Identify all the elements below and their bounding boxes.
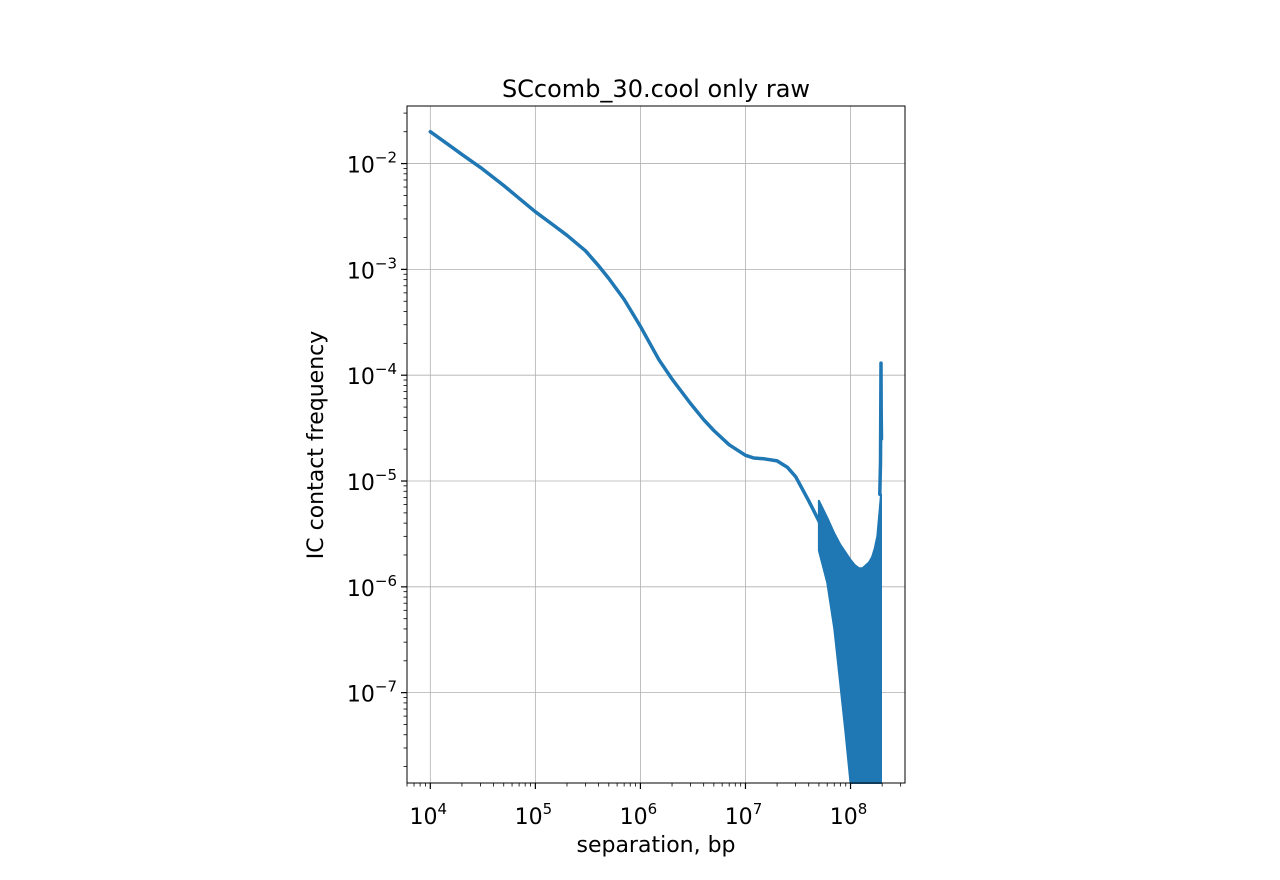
y-tick-label: 10−6 [347,572,397,602]
end-spike-line [878,361,884,496]
x-tick-label: 108 [830,800,868,830]
chart-title: SCcomb_30.cool only raw [502,75,810,103]
x-ticks: 104 105 106 107 108 [406,783,902,830]
y-axis-label: IC contact frequency [304,331,329,560]
x-tick-label: 106 [620,800,658,830]
x-tick-label: 105 [515,800,553,830]
x-axis-label: separation, bp [576,833,735,858]
y-gridlines [407,163,905,694]
y-tick-label: 10−5 [347,466,397,496]
plot-frame [406,105,906,784]
series-line [428,129,853,585]
y-tick-label: 10−3 [347,254,397,284]
y-ticks: 10−2 10−3 10−4 10−5 10−6 10−7 [347,112,407,768]
y-tick-label: 10−2 [347,149,397,179]
x-tick-label: 104 [410,800,448,830]
x-tick-label: 107 [725,800,763,830]
x-gridlines [429,106,851,783]
y-tick-label: 10−7 [347,678,397,708]
y-tick-label: 10−4 [347,360,397,390]
